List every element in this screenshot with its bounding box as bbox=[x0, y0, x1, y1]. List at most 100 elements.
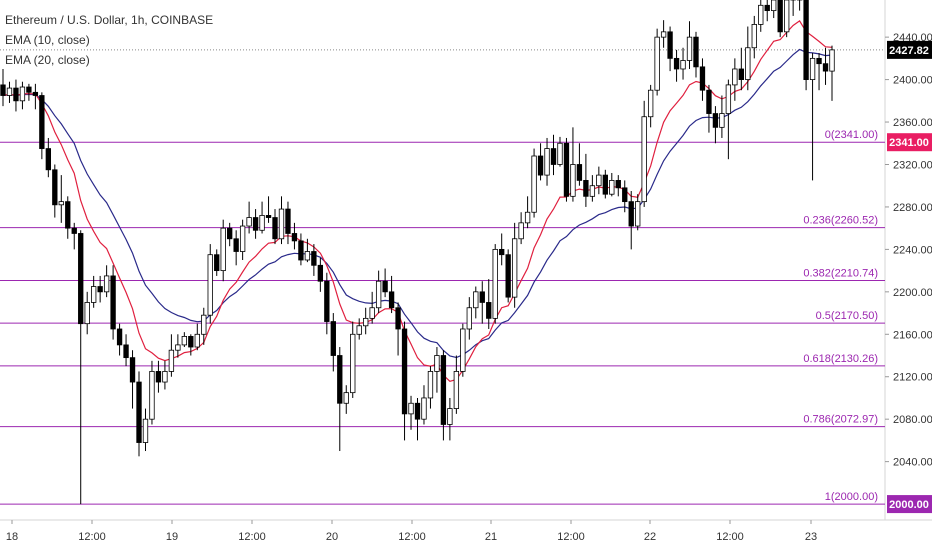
candle-body[interactable] bbox=[91, 286, 97, 303]
candle-body[interactable] bbox=[751, 24, 757, 49]
candle-body[interactable] bbox=[693, 36, 699, 68]
candle-body[interactable] bbox=[725, 84, 732, 114]
candle-body[interactable] bbox=[142, 418, 149, 443]
candle-body[interactable] bbox=[298, 240, 304, 261]
candle-body[interactable] bbox=[39, 95, 45, 149]
candle-body[interactable] bbox=[19, 86, 26, 102]
candle-body[interactable] bbox=[531, 155, 537, 213]
candle-body[interactable] bbox=[615, 180, 621, 189]
candle-body[interactable] bbox=[214, 254, 220, 272]
candle-body[interactable] bbox=[123, 344, 129, 359]
candle-body[interactable] bbox=[395, 307, 401, 330]
candle-body[interactable] bbox=[97, 286, 103, 293]
candle-body[interactable] bbox=[719, 113, 725, 128]
candle-body[interactable] bbox=[732, 68, 738, 86]
candle-body[interactable] bbox=[162, 371, 168, 383]
candle-body[interactable] bbox=[628, 201, 634, 227]
candle-body[interactable] bbox=[330, 321, 336, 356]
candle-body[interactable] bbox=[822, 63, 829, 72]
candle-body[interactable] bbox=[499, 248, 505, 256]
candle-body[interactable] bbox=[32, 91, 39, 96]
candle-body[interactable] bbox=[0, 84, 6, 96]
candle-body[interactable] bbox=[78, 233, 84, 325]
candle-body[interactable] bbox=[816, 57, 822, 65]
candle-body[interactable] bbox=[764, 4, 770, 12]
candle-body[interactable] bbox=[388, 291, 395, 309]
candle-body[interactable] bbox=[518, 222, 524, 240]
candle-body[interactable] bbox=[803, 0, 809, 80]
candle-body[interactable] bbox=[440, 355, 447, 425]
candle-body[interactable] bbox=[550, 148, 557, 165]
candle-body[interactable] bbox=[227, 227, 233, 240]
candle-body[interactable] bbox=[622, 187, 628, 203]
candle-body[interactable] bbox=[699, 66, 706, 91]
candle-body[interactable] bbox=[647, 89, 654, 118]
candle-body[interactable] bbox=[447, 408, 453, 425]
candle-body[interactable] bbox=[557, 142, 563, 165]
candle-body[interactable] bbox=[686, 36, 693, 61]
candle-body[interactable] bbox=[777, 0, 783, 33]
candle-body[interactable] bbox=[155, 371, 162, 383]
candle-body[interactable] bbox=[259, 215, 265, 231]
candle-body[interactable] bbox=[363, 317, 369, 327]
candle-body[interactable] bbox=[486, 302, 492, 319]
candle-body[interactable] bbox=[758, 4, 764, 25]
candle-body[interactable] bbox=[129, 357, 136, 383]
candle-body[interactable] bbox=[239, 225, 246, 252]
candle-body[interactable] bbox=[745, 47, 751, 80]
candle-body[interactable] bbox=[233, 238, 239, 252]
candle-body[interactable] bbox=[641, 116, 647, 203]
candle-body[interactable] bbox=[511, 238, 518, 298]
candle-body[interactable] bbox=[492, 248, 498, 319]
candle-body[interactable] bbox=[602, 174, 608, 195]
candle-body[interactable] bbox=[537, 155, 544, 176]
candle-body[interactable] bbox=[350, 333, 356, 394]
candle-body[interactable] bbox=[175, 344, 181, 351]
candle-body[interactable] bbox=[654, 36, 660, 91]
candle-body[interactable] bbox=[252, 217, 259, 231]
candle-body[interactable] bbox=[337, 355, 343, 404]
candle-body[interactable] bbox=[369, 307, 375, 319]
candle-body[interactable] bbox=[712, 113, 719, 128]
candle-body[interactable] bbox=[291, 233, 298, 242]
candle-body[interactable] bbox=[583, 180, 589, 197]
candle-body[interactable] bbox=[596, 174, 602, 187]
candle-body[interactable] bbox=[505, 254, 511, 298]
candle-body[interactable] bbox=[589, 185, 596, 197]
candle-body[interactable] bbox=[278, 208, 285, 240]
candle-body[interactable] bbox=[103, 275, 110, 293]
candle-body[interactable] bbox=[783, 0, 790, 33]
candle-body[interactable] bbox=[13, 87, 19, 102]
candle-body[interactable] bbox=[149, 371, 155, 420]
candle-body[interactable] bbox=[52, 169, 58, 206]
candle-body[interactable] bbox=[304, 251, 311, 261]
candle-body[interactable] bbox=[460, 328, 466, 372]
candle-body[interactable] bbox=[58, 201, 64, 206]
candle-body[interactable] bbox=[809, 57, 816, 80]
candle-body[interactable] bbox=[466, 307, 472, 330]
candle-body[interactable] bbox=[453, 371, 460, 409]
candle-body[interactable] bbox=[188, 336, 194, 348]
candle-body[interactable] bbox=[343, 392, 349, 404]
candle-body[interactable] bbox=[26, 86, 32, 93]
candle-body[interactable] bbox=[272, 217, 278, 240]
candle-body[interactable] bbox=[524, 211, 531, 224]
candle-body[interactable] bbox=[401, 328, 408, 415]
candle-body[interactable] bbox=[246, 217, 252, 227]
candle-body[interactable] bbox=[84, 302, 90, 325]
candle-body[interactable] bbox=[829, 49, 835, 72]
candle-body[interactable] bbox=[317, 264, 324, 282]
candle-body[interactable] bbox=[311, 251, 317, 266]
candle-body[interactable] bbox=[609, 180, 615, 195]
candle-body[interactable] bbox=[6, 87, 13, 96]
candle-body[interactable] bbox=[220, 227, 226, 272]
candle-body[interactable] bbox=[706, 89, 712, 114]
candle-body[interactable] bbox=[110, 275, 116, 330]
candle-body[interactable] bbox=[194, 333, 200, 348]
candle-body[interactable] bbox=[285, 208, 291, 234]
candle-body[interactable] bbox=[680, 60, 686, 70]
candle-body[interactable] bbox=[408, 402, 414, 415]
candle-body[interactable] bbox=[382, 280, 388, 293]
candle-body[interactable] bbox=[375, 280, 382, 309]
